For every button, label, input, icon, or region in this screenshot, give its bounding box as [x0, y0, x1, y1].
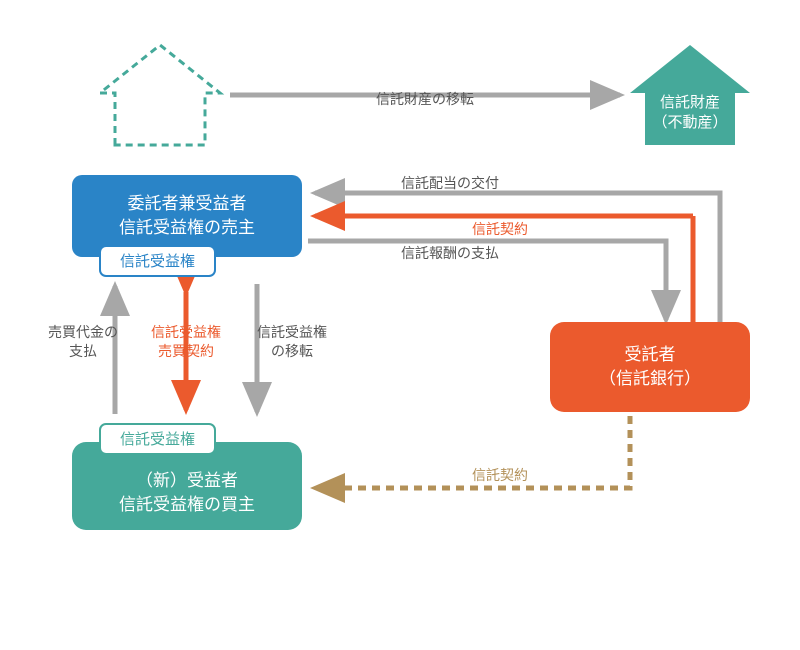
label-trust-contract: 信託契約: [472, 221, 528, 237]
blue-badge-text: 信託受益権: [120, 253, 195, 270]
label-tan-contract: 信託契約: [472, 467, 528, 483]
trustee-line2: （信託銀行）: [599, 369, 701, 388]
new-beneficiary-line2: 信託受益権の買主: [119, 495, 255, 514]
label-right-transfer-1: 信託受益権: [257, 324, 327, 340]
trust-property-label-1: 信託財産: [660, 94, 720, 111]
label-right-transfer-2: の移転: [271, 343, 313, 359]
trust-property-label-2: （不動産）: [652, 114, 727, 131]
label-dividend: 信託配当の交付: [401, 175, 499, 191]
label-property-transfer: 信託財産の移転: [376, 91, 474, 107]
label-payment-2: 支払: [69, 343, 97, 359]
trustee-line1: 受託者: [625, 345, 676, 364]
label-fee-payment: 信託報酬の支払: [401, 245, 499, 261]
label-sale-contract-2: 売買契約: [158, 343, 214, 359]
settlor-beneficiary-box: [72, 175, 302, 257]
label-payment-1: 売買代金の: [48, 324, 118, 340]
settlor-line2: 信託受益権の売主: [119, 218, 255, 237]
label-sale-contract-1: 信託受益権: [151, 324, 221, 340]
settlor-line1: 委託者兼受益者: [128, 194, 247, 213]
teal-badge-text: 信託受益権: [120, 431, 195, 448]
new-beneficiary-line1: （新）受益者: [136, 471, 238, 490]
trustee-box: [550, 322, 750, 412]
